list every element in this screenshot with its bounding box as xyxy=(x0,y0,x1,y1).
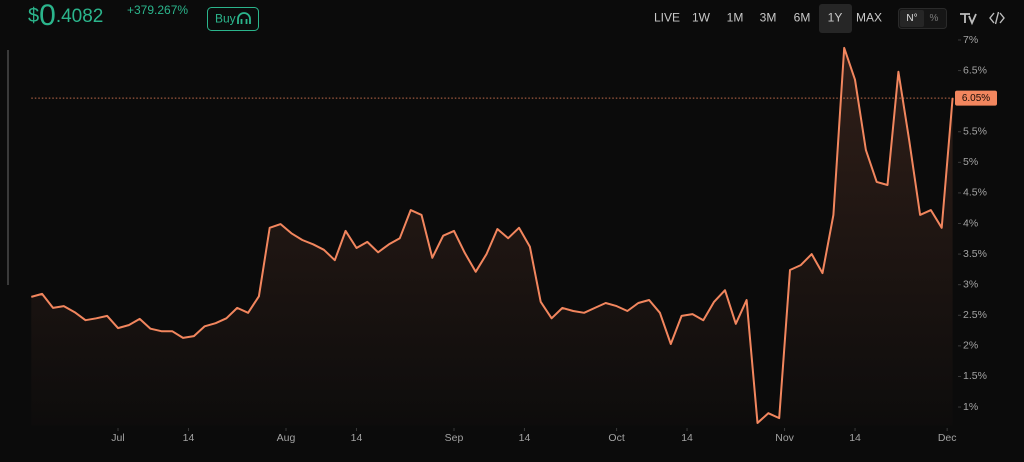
last-value-label: 6.05% xyxy=(962,93,990,104)
y-tick-label: 3.5% xyxy=(963,248,987,260)
price: $0.4082 xyxy=(28,0,103,32)
buy-button[interactable]: Buy xyxy=(207,7,259,31)
embed-icon[interactable] xyxy=(989,11,1005,25)
range-button[interactable]: 1Y xyxy=(828,11,843,25)
x-tick-label: Nov xyxy=(775,432,794,444)
x-tick-label: 14 xyxy=(681,432,693,444)
x-tick-label: Oct xyxy=(608,432,624,444)
x-tick-label: 14 xyxy=(519,432,531,444)
y-tick-label: 4% xyxy=(963,217,978,229)
range-button[interactable]: 1M xyxy=(727,11,744,25)
range-button[interactable]: LIVE xyxy=(654,11,680,25)
toggle-percent[interactable]: % xyxy=(930,13,939,24)
y-tick-label: 2% xyxy=(963,340,978,352)
price-symbol: $ xyxy=(28,5,39,27)
x-tick-label: Sep xyxy=(445,432,464,444)
x-tick-label: Aug xyxy=(277,432,296,444)
x-tick-label: 14 xyxy=(849,432,861,444)
price-change: +379.267% xyxy=(127,3,188,17)
y-tick-label: 5% xyxy=(963,156,978,168)
x-tick-label: 14 xyxy=(183,432,195,444)
line xyxy=(31,46,954,424)
scrollbar xyxy=(7,50,9,285)
y-tick-label: 1% xyxy=(963,401,978,413)
y-tick-label: 7% xyxy=(963,34,978,46)
range-button[interactable]: 1W xyxy=(692,11,711,25)
toggle-absolute[interactable]: N° xyxy=(906,13,917,24)
y-tick-label: 6.5% xyxy=(963,64,987,76)
tradingview-icon[interactable] xyxy=(960,13,977,26)
buy-icon[interactable] xyxy=(237,12,251,24)
buy-label[interactable]: Buy xyxy=(215,12,236,26)
x-tick-label: Dec xyxy=(938,432,957,444)
area xyxy=(31,47,953,426)
y-tick-label: 4.5% xyxy=(963,187,987,199)
plot: 1%1.5%2%2.5%3%3.5%4%4.5%5%5.5%6%6.5%7%Ju… xyxy=(31,34,997,444)
range-selector: LIVE 1W 1M 3M 6M 1Y MAX xyxy=(654,4,882,33)
y-tick-label: 3% xyxy=(963,278,978,290)
range-button[interactable]: MAX xyxy=(856,11,882,25)
y-tick-label: 1.5% xyxy=(963,370,987,382)
y-tick-label: 5.5% xyxy=(963,126,987,138)
x-tick-label: Jul xyxy=(111,432,124,444)
buy-button-frame[interactable] xyxy=(207,7,259,31)
range-active-bg[interactable] xyxy=(819,4,852,33)
range-button[interactable]: 6M xyxy=(794,11,811,25)
price-decimals: .4082 xyxy=(56,6,104,27)
range-button[interactable]: 3M xyxy=(760,11,777,25)
price-integer: 0 xyxy=(39,0,56,32)
scale-toggle-active[interactable] xyxy=(900,10,924,27)
x-tick-label: 14 xyxy=(351,432,363,444)
y-tick-label: 2.5% xyxy=(963,309,987,321)
last-value-badge xyxy=(955,90,997,106)
